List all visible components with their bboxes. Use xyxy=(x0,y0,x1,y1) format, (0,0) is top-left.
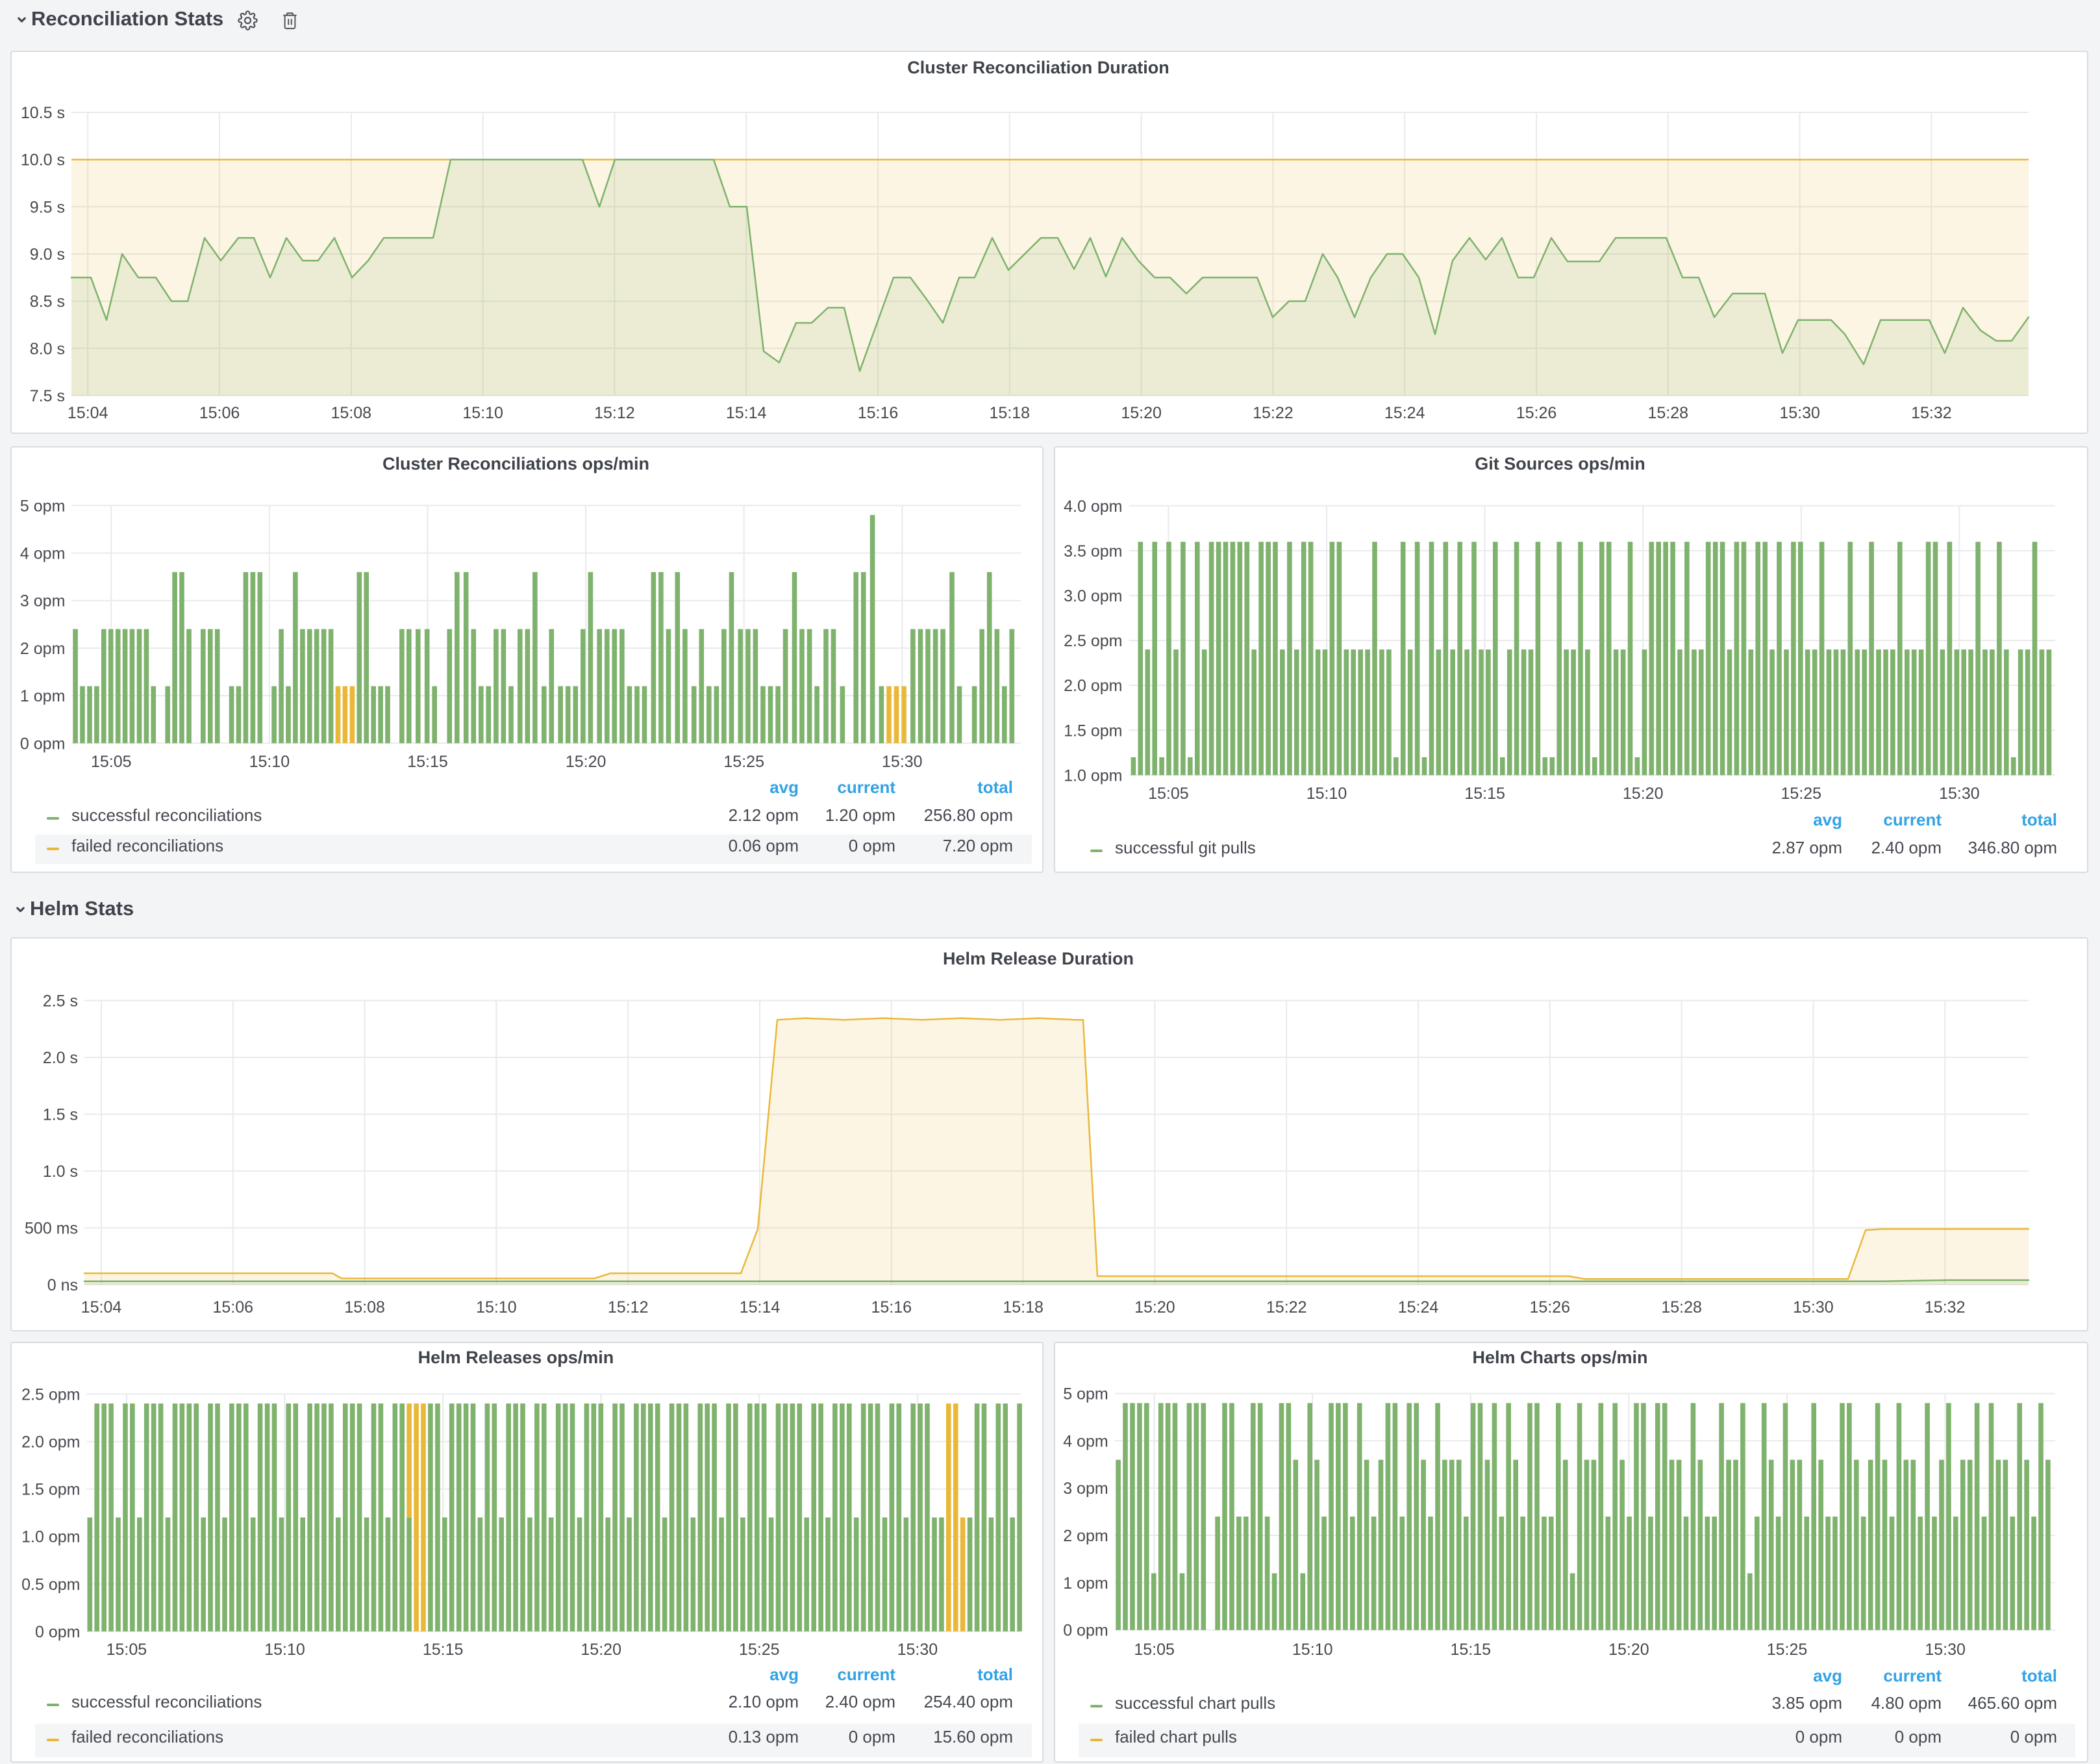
svg-text:2 opm: 2 opm xyxy=(20,640,65,658)
svg-text:15:20: 15:20 xyxy=(1121,404,1162,422)
svg-text:500 ms: 500 ms xyxy=(25,1220,78,1238)
svg-text:1.5 opm: 1.5 opm xyxy=(1064,722,1122,740)
svg-text:10.0 s: 10.0 s xyxy=(21,151,65,170)
svg-text:3 opm: 3 opm xyxy=(20,592,65,611)
svg-text:15:14: 15:14 xyxy=(740,1298,781,1317)
svg-text:2.5 opm: 2.5 opm xyxy=(1064,632,1122,650)
svg-text:15:10: 15:10 xyxy=(1306,785,1347,803)
svg-text:2.0 opm: 2.0 opm xyxy=(1064,677,1122,695)
svg-text:15:05: 15:05 xyxy=(1134,1641,1175,1659)
svg-text:0 opm: 0 opm xyxy=(35,1623,80,1641)
svg-text:15:25: 15:25 xyxy=(739,1641,780,1659)
svg-text:15:20: 15:20 xyxy=(1134,1298,1175,1317)
svg-text:2.0 opm: 2.0 opm xyxy=(21,1433,80,1452)
svg-text:15:10: 15:10 xyxy=(462,404,503,422)
svg-text:15:20: 15:20 xyxy=(1608,1641,1649,1659)
svg-text:15:12: 15:12 xyxy=(608,1298,649,1317)
svg-text:15:05: 15:05 xyxy=(106,1641,147,1659)
svg-text:15:25: 15:25 xyxy=(1781,785,1822,803)
svg-text:15:08: 15:08 xyxy=(344,1298,385,1317)
svg-text:15:24: 15:24 xyxy=(1384,404,1425,422)
svg-text:0 ns: 0 ns xyxy=(47,1276,78,1294)
svg-text:15:06: 15:06 xyxy=(199,404,240,422)
svg-text:2.5 opm: 2.5 opm xyxy=(21,1385,80,1404)
svg-text:4.0 opm: 4.0 opm xyxy=(1064,498,1122,516)
svg-text:15:15: 15:15 xyxy=(423,1641,464,1659)
svg-text:2.0 s: 2.0 s xyxy=(43,1049,78,1067)
svg-text:8.0 s: 8.0 s xyxy=(30,340,65,358)
svg-text:1.0 opm: 1.0 opm xyxy=(21,1528,80,1546)
svg-text:3 opm: 3 opm xyxy=(1063,1480,1108,1498)
svg-text:0 opm: 0 opm xyxy=(1063,1622,1108,1640)
svg-text:15:18: 15:18 xyxy=(1003,1298,1044,1317)
svg-text:15:25: 15:25 xyxy=(723,753,764,771)
svg-text:15:30: 15:30 xyxy=(1939,785,1980,803)
svg-text:15:20: 15:20 xyxy=(1623,785,1664,803)
svg-text:4 opm: 4 opm xyxy=(20,545,65,563)
svg-text:15:32: 15:32 xyxy=(1911,404,1952,422)
svg-text:0 opm: 0 opm xyxy=(20,735,65,753)
svg-text:4 opm: 4 opm xyxy=(1063,1432,1108,1450)
svg-text:15:22: 15:22 xyxy=(1253,404,1294,422)
svg-text:15:32: 15:32 xyxy=(1925,1298,1966,1317)
svg-text:15:26: 15:26 xyxy=(1516,404,1557,422)
svg-text:15:30: 15:30 xyxy=(897,1641,938,1659)
svg-text:1.5 opm: 1.5 opm xyxy=(21,1481,80,1499)
svg-text:15:05: 15:05 xyxy=(1148,785,1189,803)
svg-text:15:06: 15:06 xyxy=(213,1298,254,1317)
svg-text:9.0 s: 9.0 s xyxy=(30,246,65,264)
svg-text:15:08: 15:08 xyxy=(331,404,372,422)
svg-text:15:30: 15:30 xyxy=(1779,404,1820,422)
svg-text:15:30: 15:30 xyxy=(1793,1298,1834,1317)
svg-text:15:12: 15:12 xyxy=(594,404,635,422)
svg-text:15:18: 15:18 xyxy=(990,404,1031,422)
svg-text:15:16: 15:16 xyxy=(858,404,899,422)
svg-text:5 opm: 5 opm xyxy=(1063,1385,1108,1404)
svg-text:1 opm: 1 opm xyxy=(1063,1574,1108,1593)
svg-text:15:15: 15:15 xyxy=(1451,1641,1492,1659)
svg-text:15:10: 15:10 xyxy=(264,1641,305,1659)
svg-text:3.5 opm: 3.5 opm xyxy=(1064,542,1122,561)
svg-text:15:04: 15:04 xyxy=(68,404,108,422)
svg-text:15:05: 15:05 xyxy=(91,753,132,771)
svg-text:2 opm: 2 opm xyxy=(1063,1527,1108,1545)
svg-text:2.5 s: 2.5 s xyxy=(43,992,78,1011)
svg-text:15:30: 15:30 xyxy=(1925,1641,1966,1659)
svg-text:15:28: 15:28 xyxy=(1648,404,1689,422)
svg-text:15:28: 15:28 xyxy=(1661,1298,1702,1317)
svg-text:15:10: 15:10 xyxy=(1292,1641,1333,1659)
svg-text:5 opm: 5 opm xyxy=(20,497,65,515)
svg-text:10.5 s: 10.5 s xyxy=(21,104,65,122)
svg-text:15:10: 15:10 xyxy=(476,1298,517,1317)
svg-text:15:15: 15:15 xyxy=(1464,785,1505,803)
svg-text:15:26: 15:26 xyxy=(1530,1298,1571,1317)
svg-text:0.5 opm: 0.5 opm xyxy=(21,1576,80,1594)
svg-text:15:30: 15:30 xyxy=(882,753,923,771)
svg-text:1.0 opm: 1.0 opm xyxy=(1064,766,1122,785)
svg-text:15:20: 15:20 xyxy=(566,753,606,771)
svg-text:15:22: 15:22 xyxy=(1266,1298,1307,1317)
svg-text:15:04: 15:04 xyxy=(81,1298,122,1317)
svg-text:1 opm: 1 opm xyxy=(20,687,65,705)
svg-text:9.5 s: 9.5 s xyxy=(30,198,65,216)
svg-text:1.0 s: 1.0 s xyxy=(43,1163,78,1181)
svg-text:15:15: 15:15 xyxy=(407,753,448,771)
svg-text:15:25: 15:25 xyxy=(1767,1641,1808,1659)
svg-text:15:14: 15:14 xyxy=(726,404,767,422)
svg-text:7.5 s: 7.5 s xyxy=(30,387,65,405)
svg-text:1.5 s: 1.5 s xyxy=(43,1106,78,1124)
svg-text:15:16: 15:16 xyxy=(871,1298,912,1317)
svg-text:15:24: 15:24 xyxy=(1398,1298,1439,1317)
svg-text:15:20: 15:20 xyxy=(581,1641,621,1659)
svg-text:8.5 s: 8.5 s xyxy=(30,293,65,311)
svg-text:3.0 opm: 3.0 opm xyxy=(1064,587,1122,605)
svg-text:15:10: 15:10 xyxy=(249,753,290,771)
